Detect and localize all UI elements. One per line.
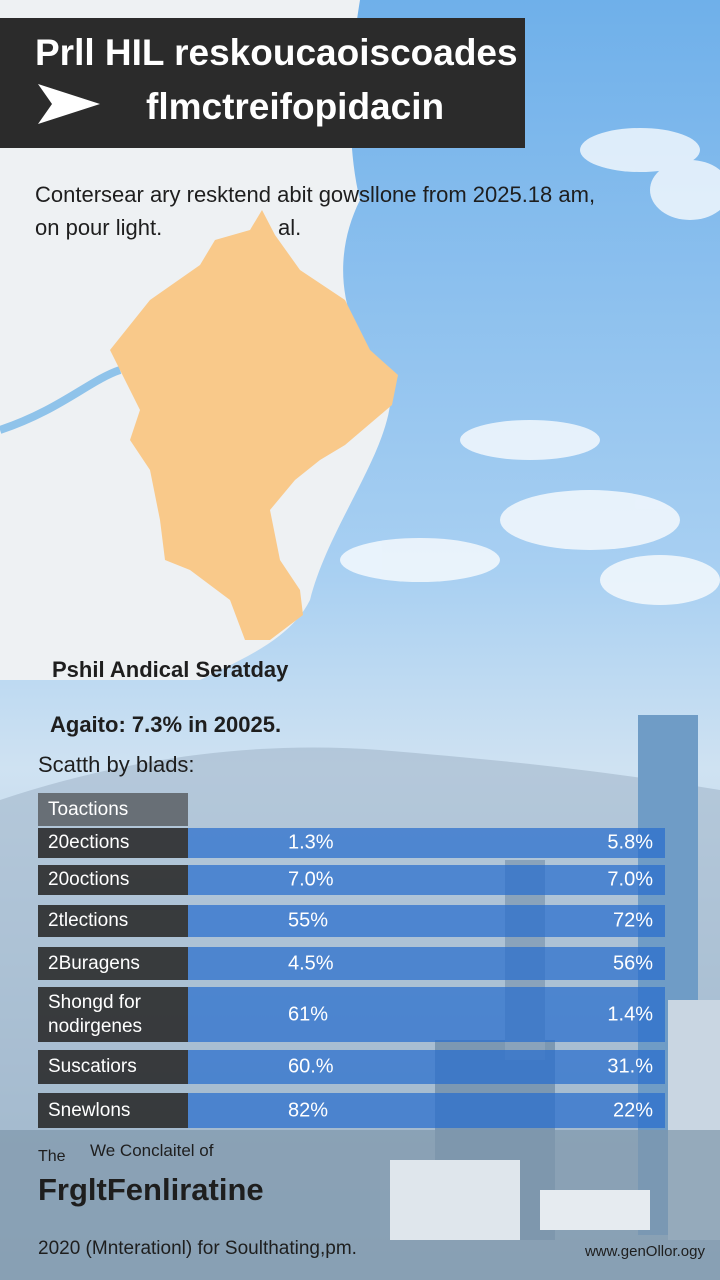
row-label: Shongd for nodirgenes (38, 987, 188, 1042)
footer-note: 2020 (Mnterationl) for Soulthating,pm. (38, 1238, 357, 1259)
row-label: 20ections (38, 828, 188, 858)
row-band: 82% 22% (188, 1093, 665, 1128)
row-label: Snewlons (38, 1093, 188, 1128)
cell-value: 7.0% (607, 868, 653, 891)
row-band: 60.% 31.% (188, 1050, 665, 1084)
row-band: 7.0% 7.0% (188, 865, 665, 895)
intro-text: al. (278, 215, 302, 240)
map-region (110, 210, 398, 640)
map-label: Pshil Andical Seratday (52, 657, 289, 682)
cell-value: 4.5% (288, 952, 334, 974)
cell-value: 82% (288, 1099, 329, 1121)
table-row: Shongd for nodirgenes 61% 1.4% (38, 987, 665, 1042)
table-row: Snewlons 82% 22% (38, 1093, 665, 1128)
row-label: Suscatiors (38, 1050, 188, 1084)
footer-small: We Conclaitel of (90, 1141, 214, 1160)
row-band: 1.3% 5.8% (188, 828, 665, 858)
intro-text: Contersear ary resktend abit gowsllone f… (35, 182, 596, 207)
table-row: 2tlections 55% 72% (38, 905, 665, 937)
table-header: Toactions (38, 793, 188, 826)
cell-value: 1.4% (607, 1003, 653, 1025)
header-box (0, 18, 525, 148)
footer-url: www.genOllor.ogy (584, 1243, 705, 1260)
row-band: 61% 1.4% (188, 987, 665, 1042)
stat-text: Agaito: 7.3% in 20025. (50, 712, 282, 737)
table-row: 2Buragens 4.5% 56% (38, 947, 665, 980)
row-label: 2tlections (38, 905, 188, 937)
cell-value: 31.% (607, 1055, 653, 1078)
cell-value: 22% (612, 1099, 653, 1121)
cell-value: 61% (288, 1003, 329, 1025)
play-arrow (38, 84, 100, 124)
header-title: flmctreifopidacin (146, 86, 445, 127)
header-title: Prll HIL reskoucaoiscoades (35, 32, 518, 73)
table-caption: Scatth by blads: (38, 752, 195, 777)
footer-small: The (38, 1148, 66, 1165)
river (0, 366, 122, 434)
table-row: Suscatiors 60.% 31.% (38, 1050, 665, 1084)
cell-value: 55% (288, 909, 329, 932)
table-row: 20ections 1.3% 5.8% (38, 828, 665, 858)
cell-value: 5.8% (607, 831, 653, 854)
cell-value: 60.% (288, 1055, 334, 1078)
clouds (340, 128, 720, 605)
cell-value: 72% (612, 909, 653, 932)
cell-value: 56% (612, 952, 653, 974)
row-band: 4.5% 56% (188, 947, 665, 980)
row-label: 2Buragens (38, 947, 188, 980)
cell-value: 1.3% (288, 831, 334, 854)
cell-value: 7.0% (288, 868, 334, 891)
row-band: 55% 72% (188, 905, 665, 937)
intro-text: on pour light. (35, 215, 163, 240)
table-row: 20octions 7.0% 7.0% (38, 865, 665, 895)
row-label: 20octions (38, 865, 188, 895)
footer-brand: FrgltFenliratine (38, 1172, 264, 1207)
